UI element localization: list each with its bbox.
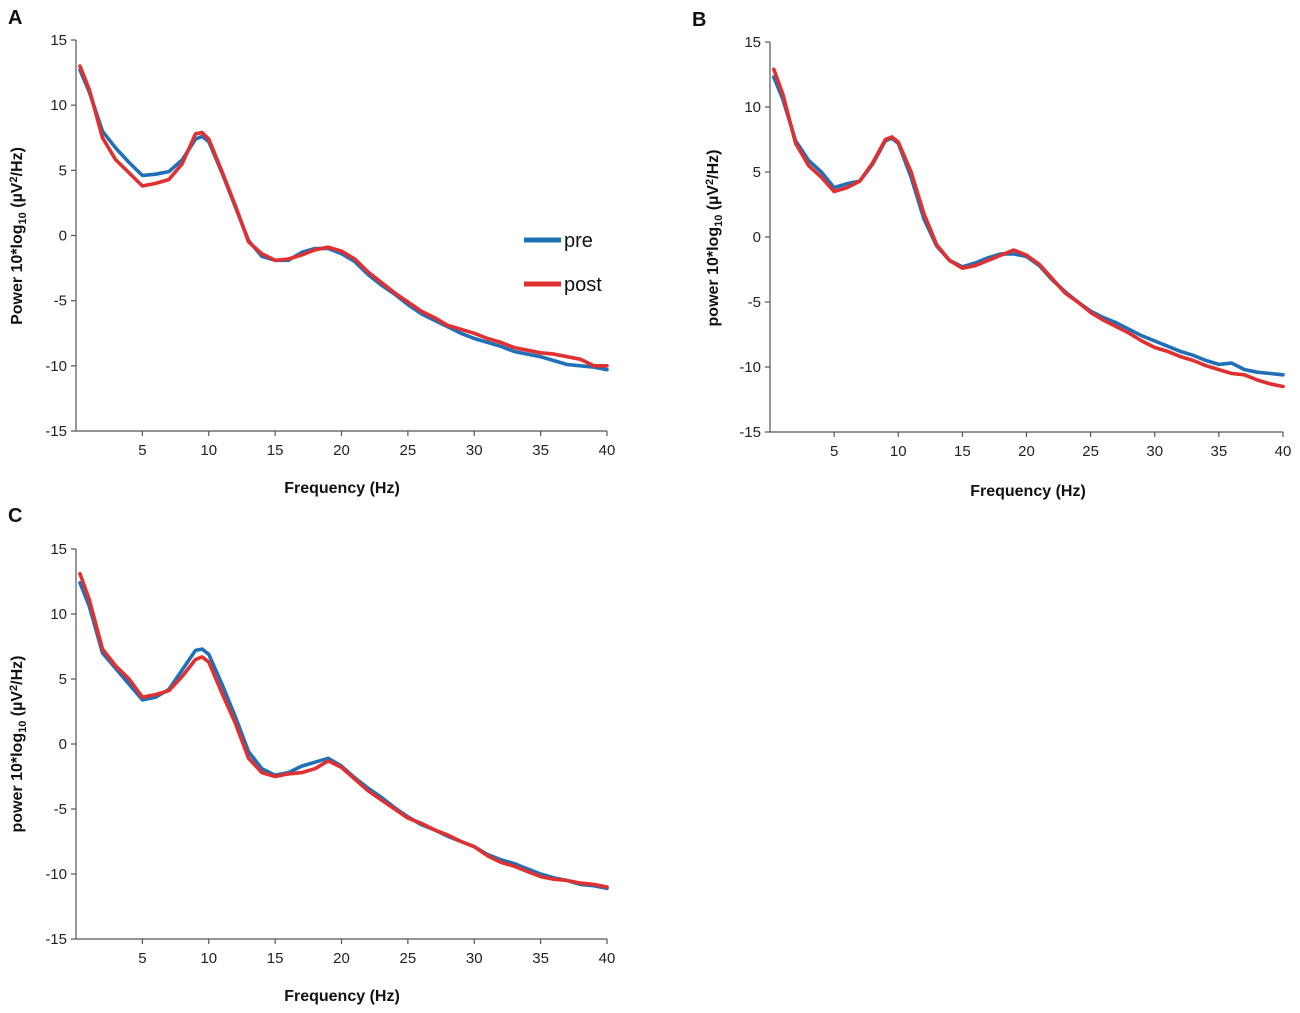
y-tick-label: 10 <box>50 606 67 623</box>
y-axis-title-prefix: power 10*log <box>705 227 722 327</box>
x-tick-label: 5 <box>830 443 838 460</box>
y-axis-title-prefix: power 10*log <box>9 733 26 833</box>
y-axis-title-unit-end: /Hz) <box>9 147 26 176</box>
legend-label-pre: pre <box>564 230 593 252</box>
x-tick-label: 25 <box>400 442 417 459</box>
x-tick-label: 20 <box>1018 443 1035 460</box>
x-tick-label: 35 <box>532 442 549 459</box>
x-tick-label: 35 <box>532 950 549 967</box>
series-line-pre <box>771 75 1285 377</box>
y-tick-label: 5 <box>59 162 67 179</box>
axes <box>71 548 608 944</box>
x-tick-label: 35 <box>1211 443 1228 460</box>
x-axis-title: Frequency (Hz) <box>284 480 400 497</box>
x-tick-label: 10 <box>200 442 217 459</box>
panel-label: C <box>8 505 22 527</box>
x-tick-label: 5 <box>138 950 146 967</box>
x-tick-label: 15 <box>267 442 284 459</box>
y-axis-title-subscript: 10 <box>713 215 725 227</box>
series-line-post <box>78 64 609 368</box>
y-tick-label: 0 <box>59 736 67 753</box>
y-tick-label: 10 <box>50 97 67 114</box>
chart-panel-b: B 15 10 5 0 -5 -10 -15 5 10 15 20 25 30 35 40 Frequenc… <box>692 9 1291 500</box>
y-axis-title-subscript: 10 <box>17 212 29 224</box>
y-tick-label: 15 <box>744 34 761 51</box>
axes <box>765 41 1284 437</box>
x-tick-label: 20 <box>333 950 350 967</box>
y-axis-title-superscript: 2 <box>8 685 20 691</box>
y-tick-label: 0 <box>753 229 761 246</box>
series-lines <box>78 64 609 372</box>
axes <box>71 39 608 436</box>
x-tick-label: 40 <box>599 950 616 967</box>
y-axis-title-prefix: Power 10*log <box>9 224 26 324</box>
y-tick-label: 0 <box>59 228 67 245</box>
x-tick-label: 30 <box>466 950 483 967</box>
y-tick-label: -10 <box>45 358 67 375</box>
series-line-pre <box>78 580 609 891</box>
y-tick-label: -15 <box>739 424 761 441</box>
y-tick-label: -5 <box>54 801 67 818</box>
y-axis-title-unit-end: /Hz) <box>9 656 26 685</box>
tick-labels: 15 10 5 0 -5 -10 -15 5 10 15 20 25 30 35 40 <box>45 32 615 459</box>
series-line-pre <box>78 68 609 372</box>
y-tick-label: -5 <box>54 293 67 310</box>
x-axis-title: Frequency (Hz) <box>970 483 1086 500</box>
y-tick-label: 5 <box>59 671 67 688</box>
y-tick-label: -15 <box>45 423 67 440</box>
y-tick-label: 10 <box>744 99 761 116</box>
y-axis-title-unit: (µV <box>9 182 26 212</box>
y-tick-label: -5 <box>748 294 761 311</box>
y-tick-label: 5 <box>753 164 761 181</box>
y-tick-label: -10 <box>739 359 761 376</box>
chart-panel-a: A 15 10 5 0 -5 -10 -15 5 10 15 20 25 30 35 40 Frequenc… <box>8 7 615 497</box>
y-tick-label: 15 <box>50 541 67 558</box>
x-tick-label: 40 <box>599 442 616 459</box>
y-axis-title-unit: (µV <box>705 185 722 215</box>
x-tick-label: 15 <box>954 443 971 460</box>
series-line-post <box>771 67 1285 389</box>
y-tick-label: -10 <box>45 866 67 883</box>
x-tick-label: 25 <box>1082 443 1099 460</box>
x-tick-label: 30 <box>466 442 483 459</box>
x-axis-title: Frequency (Hz) <box>284 988 400 1005</box>
y-tick-label: 15 <box>50 32 67 49</box>
series-lines <box>771 67 1285 389</box>
series-line-post <box>78 571 609 889</box>
y-tick-label: -15 <box>45 931 67 948</box>
y-axis-title-superscript: 2 <box>8 176 20 182</box>
y-axis-title-unit: (µV <box>9 691 26 721</box>
x-tick-label: 15 <box>267 950 284 967</box>
tick-labels: 15 10 5 0 -5 -10 -15 5 10 15 20 25 30 35 40 <box>739 34 1291 460</box>
panel-label: B <box>692 9 706 31</box>
y-axis-title-unit-end: /Hz) <box>705 150 722 179</box>
chart-panel-c: C 15 10 5 0 -5 -10 -15 5 10 15 20 25 30 35 40 Frequenc… <box>8 505 615 1005</box>
x-tick-label: 10 <box>890 443 907 460</box>
x-tick-label: 40 <box>1275 443 1292 460</box>
x-tick-label: 25 <box>400 950 417 967</box>
x-tick-label: 5 <box>138 442 146 459</box>
y-axis-title-superscript: 2 <box>704 179 716 185</box>
y-axis-title: Power 10*log10 (µV2/Hz) <box>8 147 29 325</box>
x-tick-label: 10 <box>200 950 217 967</box>
x-tick-label: 30 <box>1146 443 1163 460</box>
y-axis-title: power 10*log10 (µV2/Hz) <box>704 150 725 327</box>
y-axis-title: power 10*log10 (µV2/Hz) <box>8 656 29 833</box>
x-tick-label: 20 <box>333 442 350 459</box>
tick-labels: 15 10 5 0 -5 -10 -15 5 10 15 20 25 30 35 40 <box>45 541 615 967</box>
legend: pre post <box>524 230 602 296</box>
y-axis-title-subscript: 10 <box>17 721 29 733</box>
legend-label-post: post <box>564 274 602 296</box>
panel-label: A <box>8 7 22 29</box>
series-lines <box>78 571 609 891</box>
